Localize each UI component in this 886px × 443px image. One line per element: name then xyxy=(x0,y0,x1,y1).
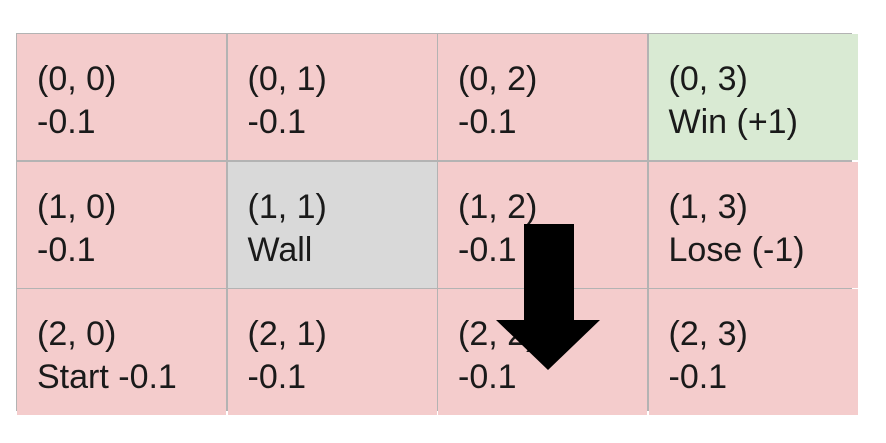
cell-coord: (0, 0) xyxy=(37,60,117,98)
cell-coord: (2, 1) xyxy=(247,315,327,353)
cell-0-2: (0, 2) -0.1 xyxy=(438,34,647,160)
cell-reward: Lose (-1) xyxy=(668,230,805,269)
cell-1-3-lose: (1, 3) Lose (-1) xyxy=(648,161,858,288)
down-arrow-shape xyxy=(496,224,600,370)
cell-reward: Win (+1) xyxy=(668,103,798,141)
cell-2-0-start: (2, 0) Start -0.1 xyxy=(17,289,226,415)
cell-coord: (2, 0) xyxy=(37,315,117,353)
cell-reward: -0.1 xyxy=(247,358,307,396)
cell-reward: Start -0.1 xyxy=(37,358,177,396)
cell-reward: -0.1 xyxy=(247,103,307,141)
cell-reward: -0.1 xyxy=(458,230,517,269)
cell-0-1: (0, 1) -0.1 xyxy=(227,34,437,160)
cell-2-3: (2, 3) -0.1 xyxy=(648,289,858,415)
cell-1-1-wall: (1, 1) Wall xyxy=(227,161,437,288)
cell-coord: (0, 3) xyxy=(668,60,748,98)
cell-0-0: (0, 0) -0.1 xyxy=(17,34,226,160)
cell-coord: (0, 1) xyxy=(247,60,327,98)
cell-0-3-win: (0, 3) Win (+1) xyxy=(648,34,858,160)
cell-1-0: (1, 0) -0.1 xyxy=(17,161,226,288)
cell-reward: -0.1 xyxy=(37,103,96,141)
cell-reward: -0.1 xyxy=(37,230,96,269)
gridworld-grid: (0, 0) -0.1 (0, 1) -0.1 (0, 2) -0.1 (0, … xyxy=(16,33,858,415)
cell-reward: Wall xyxy=(247,230,313,269)
cell-coord: (1, 0) xyxy=(37,187,117,226)
down-arrow-icon xyxy=(496,224,600,370)
cell-coord: (1, 1) xyxy=(247,187,327,226)
cell-coord: (2, 3) xyxy=(668,315,748,353)
cell-reward: -0.1 xyxy=(458,103,517,141)
cell-coord: (1, 2) xyxy=(458,187,538,226)
cell-reward: -0.1 xyxy=(668,358,728,396)
cell-coord: (1, 3) xyxy=(668,187,748,226)
cell-coord: (0, 2) xyxy=(458,60,538,98)
cell-2-1: (2, 1) -0.1 xyxy=(227,289,437,415)
cell-reward: -0.1 xyxy=(458,358,517,396)
